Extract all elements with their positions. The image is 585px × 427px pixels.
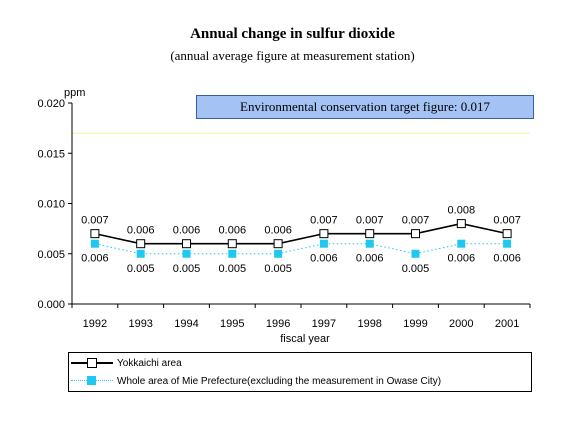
data-label-0: 0.007: [493, 215, 521, 227]
series-line-1: [94, 243, 508, 255]
series-line-0: [94, 222, 508, 245]
y-tick-label: 0.020: [37, 98, 65, 110]
y-tick-label: 0.000: [37, 299, 65, 311]
data-point-0: [319, 229, 329, 239]
data-label-1: 0.006: [310, 253, 338, 265]
legend-label-yokkaichi: Yokkaichi area: [117, 357, 182, 369]
legend-swatch-open-square: [69, 356, 115, 370]
data-point-1: [503, 239, 512, 248]
data-point-0: [136, 239, 146, 249]
data-point-0: [273, 239, 283, 249]
y-axis-label: ppm: [64, 87, 85, 99]
data-point-1: [274, 249, 283, 258]
data-label-1: 0.005: [264, 263, 292, 275]
data-label-0: 0.007: [356, 215, 384, 227]
data-point-1: [182, 249, 191, 258]
data-point-0: [227, 239, 237, 249]
legend-item-yokkaichi: Yokkaichi area: [69, 354, 182, 372]
data-label-1: 0.006: [448, 253, 476, 265]
data-point-0: [411, 229, 420, 239]
data-label-0: 0.006: [127, 225, 155, 237]
data-label-0: 0.006: [264, 225, 292, 237]
data-point-0: [456, 219, 466, 229]
x-tick-label: 1996: [266, 318, 290, 330]
data-point-1: [457, 239, 466, 248]
legend-swatch-filled-square: [69, 374, 115, 388]
x-tick-label: 1994: [174, 318, 198, 330]
data-label-0: 0.007: [310, 215, 338, 227]
x-tick-label: 1999: [403, 318, 427, 330]
y-tick-label: 0.005: [37, 249, 65, 261]
data-point-0: [182, 239, 191, 249]
data-label-1: 0.005: [173, 263, 201, 275]
data-label-0: 0.006: [219, 225, 247, 237]
data-point-1: [90, 239, 99, 248]
chart-title: Annual change in sulfur dioxide: [190, 26, 395, 42]
x-tick-label: 1997: [312, 318, 336, 330]
y-tick-label: 0.015: [37, 148, 65, 160]
data-label-1: 0.005: [402, 263, 430, 275]
data-point-0: [365, 229, 375, 239]
data-point-0: [90, 229, 100, 239]
data-label-1: 0.006: [81, 253, 109, 265]
data-label-0: 0.008: [448, 205, 476, 217]
data-label-0: 0.007: [81, 215, 109, 227]
data-label-1: 0.006: [493, 253, 521, 265]
data-point-0: [502, 229, 512, 239]
data-point-1: [136, 249, 145, 258]
x-tick-label: 2001: [495, 318, 519, 330]
data-point-1: [411, 249, 420, 258]
x-tick-label: 1992: [83, 318, 107, 330]
x-tick-label: 1995: [220, 318, 244, 330]
data-point-1: [365, 239, 374, 248]
data-label-0: 0.007: [402, 215, 430, 227]
x-tick-label: 1998: [357, 318, 381, 330]
y-tick-label: 0.010: [37, 199, 65, 211]
legend-label-mie: Whole area of Mie Prefecture(excluding t…: [117, 375, 442, 387]
data-point-1: [228, 249, 237, 258]
x-tick-label: 2000: [449, 318, 473, 330]
legend-item-mie: Whole area of Mie Prefecture(excluding t…: [69, 372, 441, 390]
data-label-1: 0.006: [356, 253, 384, 265]
data-label-0: 0.006: [173, 225, 201, 237]
target-annotation: Environmental conservation target figure…: [196, 95, 534, 119]
x-tick-label: 1993: [128, 318, 152, 330]
data-point-1: [319, 239, 328, 248]
legend: Yokkaichi area Whole area of Mie Prefect…: [68, 352, 532, 392]
data-label-1: 0.005: [219, 263, 247, 275]
data-label-1: 0.005: [127, 263, 155, 275]
chart-subtitle: (annual average figure at measurement st…: [170, 48, 415, 63]
x-axis-label: fiscal year: [280, 333, 330, 345]
